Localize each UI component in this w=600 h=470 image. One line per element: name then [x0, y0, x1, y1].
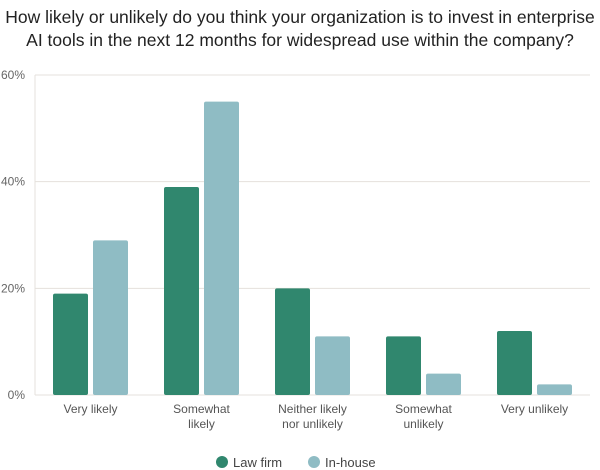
x-tick-label: Neither likely — [278, 402, 347, 416]
bar-in-house — [537, 384, 572, 395]
y-tick-label: 0% — [8, 388, 26, 402]
bar-law-firm — [497, 331, 532, 395]
x-tick-label: unlikely — [403, 417, 443, 431]
x-tick-label: nor unlikely — [282, 417, 343, 431]
x-tick-label: Very likely — [63, 402, 117, 416]
legend-label: Law firm — [233, 455, 282, 470]
x-tick-label: Somewhat — [395, 402, 452, 416]
bar-in-house — [93, 240, 128, 395]
chart-title: How likely or unlikely do you think your… — [5, 7, 595, 50]
x-tick-label: likely — [188, 417, 215, 431]
bar-law-firm — [164, 187, 199, 395]
x-tick-label: Somewhat — [173, 402, 230, 416]
y-tick-label: 60% — [1, 68, 25, 82]
legend-swatch — [308, 456, 320, 468]
bar-law-firm — [386, 336, 421, 395]
legend-label: In-house — [325, 455, 376, 470]
bar-in-house — [426, 373, 461, 395]
bar-law-firm — [275, 288, 310, 395]
y-tick-label: 20% — [1, 281, 25, 295]
legend-swatch — [216, 456, 228, 468]
bar-law-firm — [53, 293, 88, 395]
bar-in-house — [204, 101, 239, 396]
x-tick-label: Very unlikely — [501, 402, 568, 416]
y-tick-label: 40% — [1, 175, 25, 189]
bar-in-house — [315, 336, 350, 395]
